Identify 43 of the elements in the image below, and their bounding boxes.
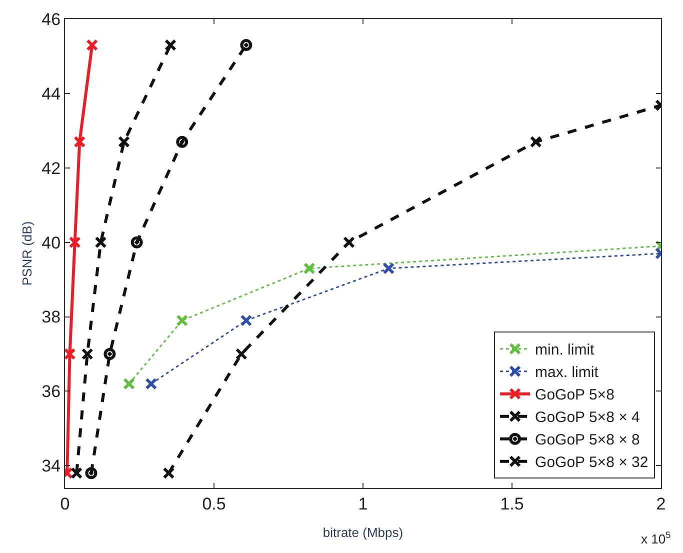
point [162, 467, 175, 480]
point [240, 39, 252, 52]
point [235, 348, 248, 360]
point [74, 136, 86, 148]
legend-label: GoGoP 5×8 × 32 [535, 454, 648, 472]
y-axis-title: PSNR (dB) [20, 221, 35, 286]
text: x 10$^{5}$ [641, 530, 671, 546]
x-tick-label: 1 [358, 494, 368, 514]
y-tick-label: 38 [42, 308, 61, 327]
legend-label: GoGoP 5×8 × 8 [535, 432, 640, 449]
x-tick-label: 2 [656, 494, 666, 514]
point [164, 39, 176, 52]
point [145, 378, 158, 390]
point [65, 348, 76, 360]
y-tick-label: 46 [42, 10, 61, 29]
x-axis-title: bitrate (Mbps) [322, 525, 404, 540]
y-tick-label: 42 [42, 158, 61, 178]
point [104, 348, 116, 360]
x-tick-label: 0.5 [202, 494, 226, 514]
legend-label: min. limit [535, 342, 596, 359]
point [176, 314, 188, 326]
point [130, 236, 143, 248]
legend-label: GoGoP 5×8 × 4 [535, 409, 640, 426]
legend-label: max. limit [535, 364, 600, 382]
point [85, 467, 98, 480]
legend-label: GoGoP 5×8 [535, 386, 614, 404]
point [86, 39, 98, 52]
y-tick-label: 34 [42, 456, 61, 476]
point [81, 348, 94, 360]
point [70, 467, 83, 480]
point [94, 236, 107, 248]
x-tick-label: 0 [60, 494, 70, 514]
point [176, 136, 188, 148]
point [118, 136, 130, 148]
point [382, 262, 395, 274]
x-tick-label: 1.5 [500, 494, 524, 514]
y-tick-label: 40 [42, 233, 61, 252]
point [68, 236, 81, 248]
point [123, 378, 136, 390]
y-tick-label: 44 [42, 84, 61, 104]
point [303, 262, 316, 274]
point [240, 314, 252, 326]
y-tick-label: 36 [42, 382, 61, 402]
